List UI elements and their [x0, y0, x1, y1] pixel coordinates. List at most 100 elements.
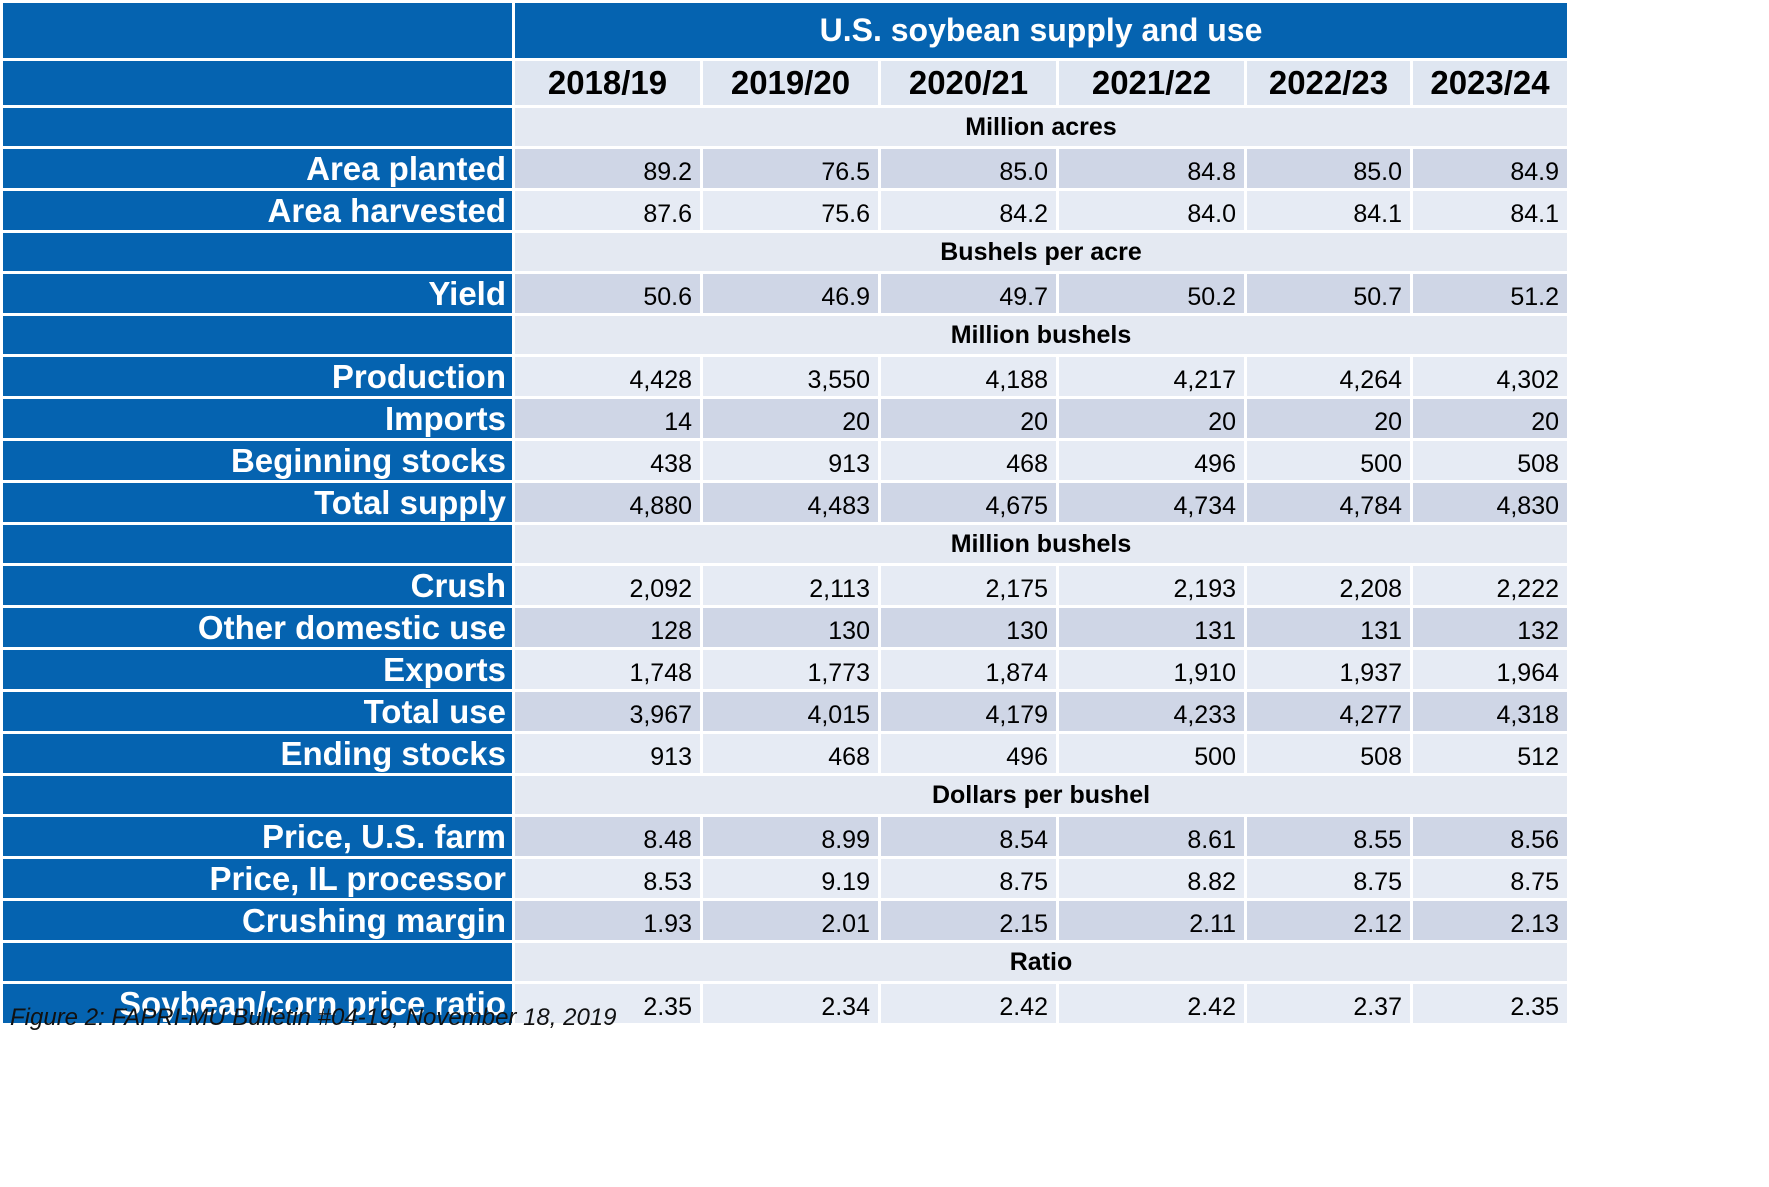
- value-cell: 468: [703, 734, 878, 773]
- value-cell: 8.75: [1413, 859, 1567, 898]
- value-cell: 46.9: [703, 274, 878, 313]
- value-cell: 4,015: [703, 692, 878, 731]
- value-cell: 4,428: [515, 357, 700, 396]
- value-cell: 2,208: [1247, 566, 1410, 605]
- value-cell: 8.54: [881, 817, 1056, 856]
- value-cell: 2,175: [881, 566, 1056, 605]
- value-cell: 14: [515, 399, 700, 438]
- value-cell: 50.7: [1247, 274, 1410, 313]
- value-cell: 2.35: [1413, 984, 1567, 1023]
- row-label: Other domestic use: [3, 608, 512, 647]
- value-cell: 20: [1413, 399, 1567, 438]
- value-cell: 1,773: [703, 650, 878, 689]
- value-cell: 4,483: [703, 483, 878, 522]
- value-cell: 84.1: [1247, 191, 1410, 230]
- value-cell: 1,748: [515, 650, 700, 689]
- value-cell: 4,784: [1247, 483, 1410, 522]
- figure-caption: Figure 2: FAPRI-MU Bulletin #04-19, Nove…: [10, 1004, 617, 1031]
- row-label: Beginning stocks: [3, 441, 512, 480]
- year-label-cell: [3, 61, 512, 105]
- table-row: Crushing margin 1.93 2.01 2.15 2.11 2.12 2.13: [3, 901, 1567, 940]
- value-cell: 8.55: [1247, 817, 1410, 856]
- value-cell: 128: [515, 608, 700, 647]
- value-cell: 2.01: [703, 901, 878, 940]
- value-cell: 1,910: [1059, 650, 1244, 689]
- value-cell: 51.2: [1413, 274, 1567, 313]
- value-cell: 8.61: [1059, 817, 1244, 856]
- table-row: Price, IL processor 8.53 9.19 8.75 8.82 8.75 8…: [3, 859, 1567, 898]
- table-row: Yield 50.6 46.9 49.7 50.2 50.7 51.2: [3, 274, 1567, 313]
- value-cell: 3,967: [515, 692, 700, 731]
- value-cell: 84.8: [1059, 149, 1244, 188]
- value-cell: 87.6: [515, 191, 700, 230]
- table-row: Other domestic use 128 130 130 131 131 132: [3, 608, 1567, 647]
- value-cell: 2,193: [1059, 566, 1244, 605]
- value-cell: 8.53: [515, 859, 700, 898]
- row-label: Yield: [3, 274, 512, 313]
- value-cell: 2,092: [515, 566, 700, 605]
- row-label: Ending stocks: [3, 734, 512, 773]
- value-cell: 496: [1059, 441, 1244, 480]
- value-cell: 508: [1247, 734, 1410, 773]
- value-cell: 2,222: [1413, 566, 1567, 605]
- value-cell: 4,179: [881, 692, 1056, 731]
- value-cell: 89.2: [515, 149, 700, 188]
- value-cell: 4,277: [1247, 692, 1410, 731]
- row-label: Production: [3, 357, 512, 396]
- value-cell: 76.5: [703, 149, 878, 188]
- row-label: Total supply: [3, 483, 512, 522]
- value-cell: 2.11: [1059, 901, 1244, 940]
- table-row: Ending stocks 913 468 496 500 508 512: [3, 734, 1567, 773]
- row-label: Area harvested: [3, 191, 512, 230]
- unit-header: Bushels per acre: [515, 233, 1567, 271]
- value-cell: 131: [1059, 608, 1244, 647]
- value-cell: 85.0: [1247, 149, 1410, 188]
- value-cell: 500: [1059, 734, 1244, 773]
- unit-label-cell: [3, 316, 512, 354]
- unit-label-cell: [3, 943, 512, 981]
- value-cell: 913: [703, 441, 878, 480]
- year-header: 2019/20: [703, 61, 878, 105]
- value-cell: 1.93: [515, 901, 700, 940]
- value-cell: 20: [1247, 399, 1410, 438]
- value-cell: 8.48: [515, 817, 700, 856]
- value-cell: 4,233: [1059, 692, 1244, 731]
- value-cell: 50.6: [515, 274, 700, 313]
- table-row: Soybean/corn price ratio 2.35 2.34 2.42 2.42…: [3, 984, 1567, 1023]
- row-label: Imports: [3, 399, 512, 438]
- row-label: Price, U.S. farm: [3, 817, 512, 856]
- table-row: Imports 14 20 20 20 20 20: [3, 399, 1567, 438]
- row-label: Total use: [3, 692, 512, 731]
- year-header: 2022/23: [1247, 61, 1410, 105]
- table-row: Area harvested 87.6 75.6 84.2 84.0 84.1 84.1: [3, 191, 1567, 230]
- table-title: U.S. soybean supply and use: [515, 3, 1567, 58]
- value-cell: 2.37: [1247, 984, 1410, 1023]
- unit-label-cell: [3, 776, 512, 814]
- unit-header: Million bushels: [515, 316, 1567, 354]
- value-cell: 1,964: [1413, 650, 1567, 689]
- value-cell: 131: [1247, 608, 1410, 647]
- value-cell: 84.9: [1413, 149, 1567, 188]
- supply-use-table: U.S. soybean supply and use 2018/19 2019/…: [3, 3, 1567, 1023]
- value-cell: 2,113: [703, 566, 878, 605]
- value-cell: 913: [515, 734, 700, 773]
- table-row: Beginning stocks 438 913 468 496 500 508: [3, 441, 1567, 480]
- value-cell: 4,675: [881, 483, 1056, 522]
- table-row: Price, U.S. farm 8.48 8.99 8.54 8.61 8.55 8.56: [3, 817, 1567, 856]
- value-cell: 1,874: [881, 650, 1056, 689]
- value-cell: 20: [703, 399, 878, 438]
- value-cell: 8.75: [1247, 859, 1410, 898]
- row-label: Exports: [3, 650, 512, 689]
- value-cell: 130: [881, 608, 1056, 647]
- value-cell: 9.19: [703, 859, 878, 898]
- row-label: Area planted: [3, 149, 512, 188]
- value-cell: 85.0: [881, 149, 1056, 188]
- value-cell: 2.34: [703, 984, 878, 1023]
- row-label: Crushing margin: [3, 901, 512, 940]
- unit-header: Ratio: [515, 943, 1567, 981]
- value-cell: 132: [1413, 608, 1567, 647]
- value-cell: 508: [1413, 441, 1567, 480]
- value-cell: 4,734: [1059, 483, 1244, 522]
- value-cell: 2.42: [1059, 984, 1244, 1023]
- value-cell: 468: [881, 441, 1056, 480]
